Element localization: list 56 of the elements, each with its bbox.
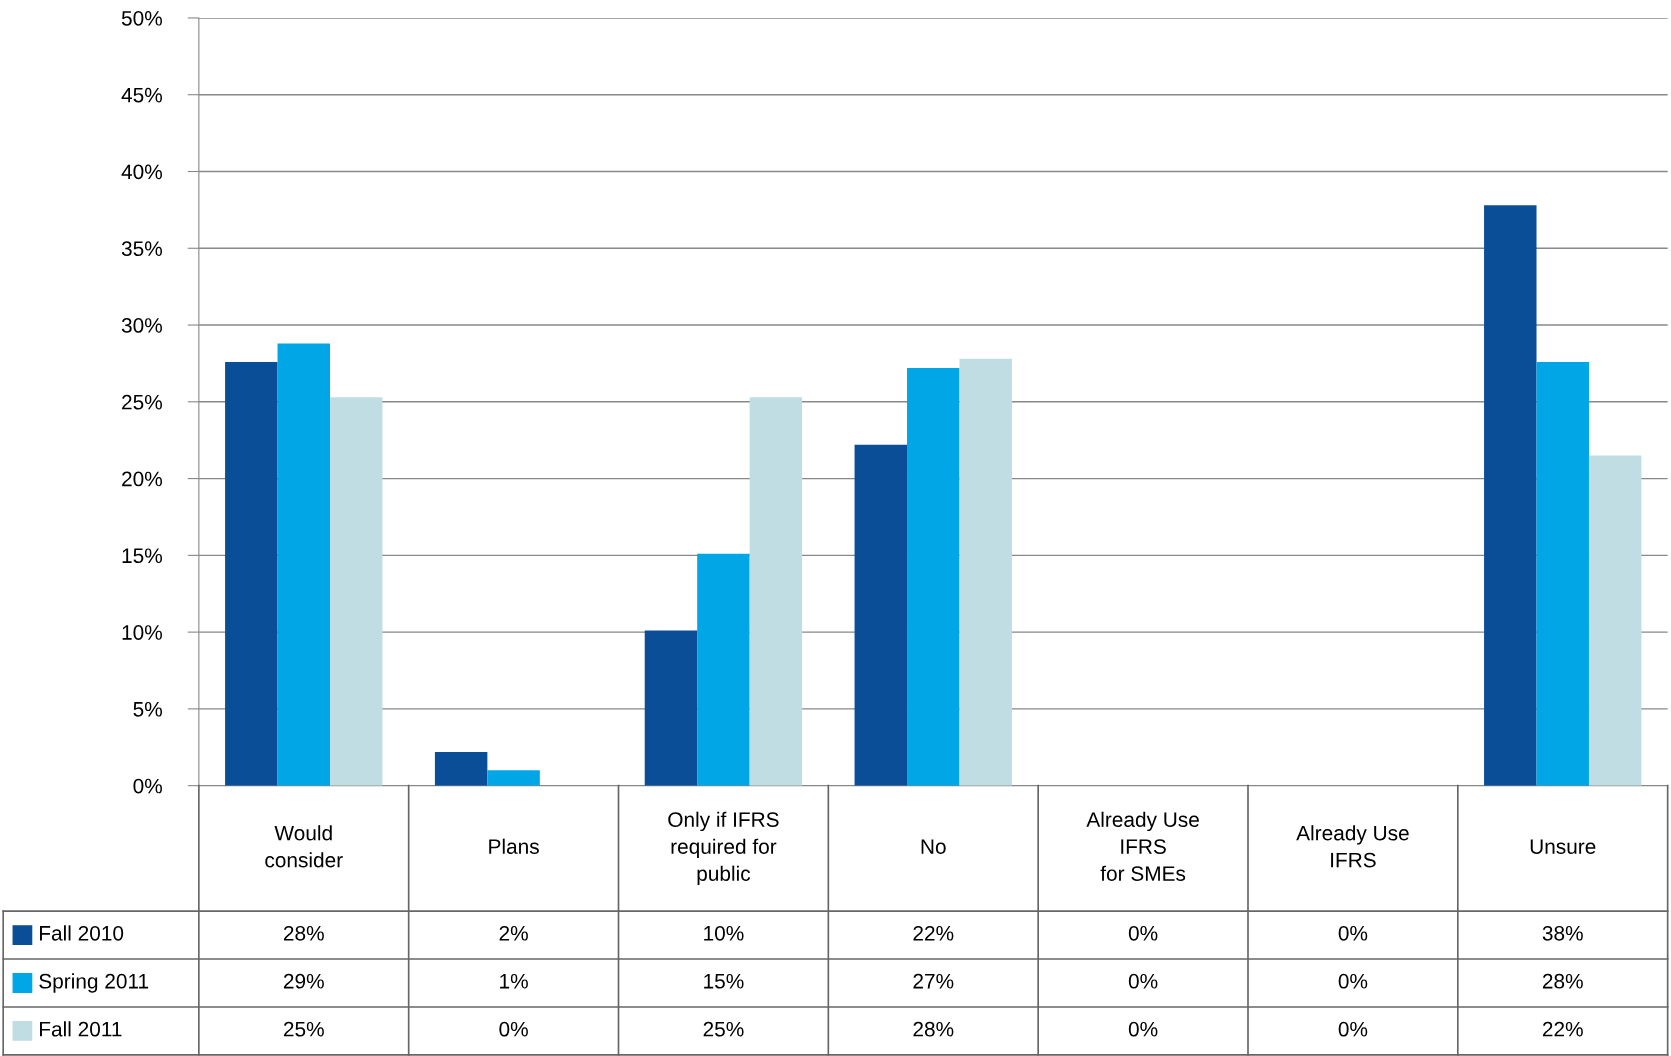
bar [277, 343, 330, 786]
bar [225, 361, 278, 786]
data-label: 0% [1128, 1021, 1158, 1037]
data-label: 1% [500, 973, 528, 989]
x-tick-label: Unsure [1530, 839, 1596, 854]
data-label: 2% [499, 925, 528, 941]
data-label: 28% [283, 925, 324, 941]
y-tick-label: 40% [121, 164, 162, 180]
data-label: 0% [1128, 925, 1158, 941]
bar [749, 397, 803, 786]
data-label: 15% [704, 973, 744, 989]
data-label: 25% [703, 1021, 744, 1037]
data-label: 0% [1338, 1021, 1368, 1037]
legend-label: Spring 2011 [39, 973, 149, 993]
legend-label: Fall 2011 [40, 1021, 122, 1037]
data-label: 22% [1542, 1021, 1583, 1037]
data-label: 10% [704, 925, 744, 941]
data-label: 0% [1338, 973, 1368, 989]
x-tick-label: No [921, 839, 946, 854]
y-tick-label: 10% [122, 625, 162, 640]
legend-label: Fall 2010 [40, 925, 124, 941]
x-tick-label: Would consider [265, 825, 343, 868]
bar [1536, 361, 1589, 786]
x-tick-label: Already Use IFRS for SMEs [1086, 811, 1199, 881]
bar [959, 358, 1012, 786]
bar [1484, 205, 1537, 786]
y-tick-label: 0% [133, 778, 162, 794]
bar [854, 444, 908, 786]
y-tick-label: 35% [121, 241, 162, 257]
data-label: 0% [1128, 973, 1158, 989]
bar [329, 397, 383, 786]
bar [487, 770, 540, 786]
data-label: 0% [1338, 925, 1368, 941]
y-tick-label: 30% [121, 318, 162, 333]
data-label: 28% [913, 1021, 954, 1037]
data-label: 29% [283, 973, 324, 989]
data-label: 25% [283, 1021, 324, 1037]
y-tick-label: 5% [133, 701, 162, 717]
bar [697, 553, 750, 786]
y-tick-label: 45% [121, 87, 162, 103]
bar [434, 751, 488, 786]
x-tick-label: Plans [489, 838, 539, 854]
bar [1588, 455, 1642, 786]
data-label: 22% [913, 925, 954, 941]
y-tick-label: 20% [122, 471, 162, 487]
x-tick-label: Already Use IFRS [1296, 825, 1409, 868]
bar [644, 630, 698, 786]
data-label: 0% [499, 1021, 528, 1037]
bar [907, 368, 960, 786]
y-tick-label: 25% [122, 394, 162, 410]
data-label: 27% [913, 973, 954, 989]
x-tick-label: Only if IFRS required for public [668, 811, 779, 886]
y-tick-label: 15% [122, 548, 162, 564]
data-label: 28% [1542, 973, 1583, 989]
data-label: 38% [1542, 925, 1583, 941]
y-tick-label: 50% [121, 10, 162, 26]
